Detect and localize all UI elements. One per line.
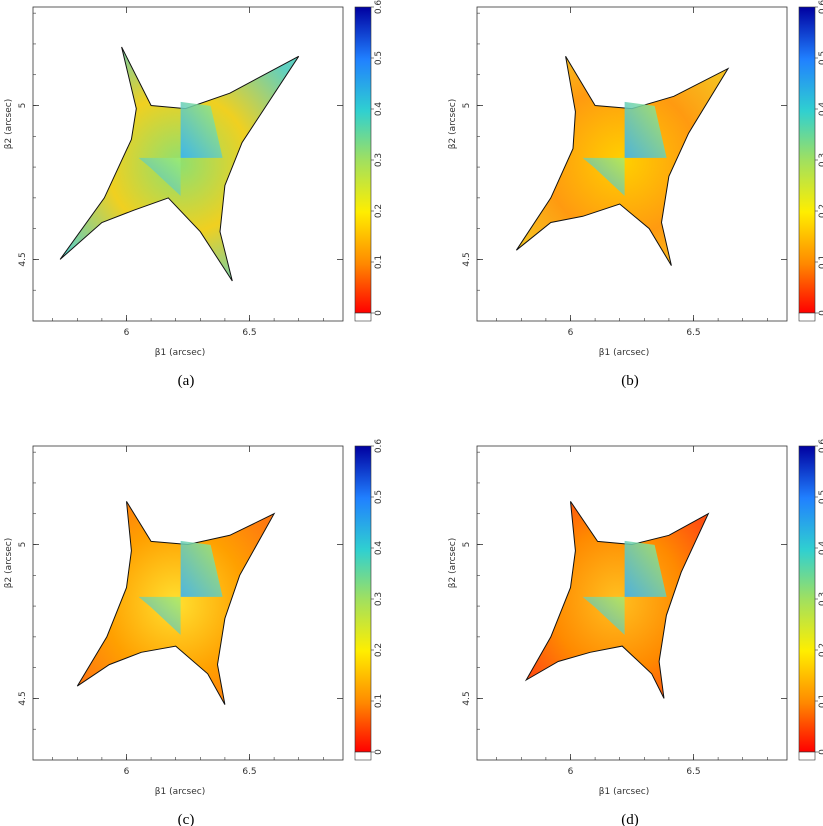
colorbar-tick-label: 0.5 bbox=[818, 490, 823, 504]
quadrant-lower-left bbox=[582, 157, 625, 196]
colorbar-tick-label: 0.2 bbox=[374, 643, 384, 657]
x-axis-label: β1 (arcsec) bbox=[599, 787, 650, 797]
y-axis-label: β2 (arcsec) bbox=[448, 538, 458, 589]
colorbar-tick-label: 0.6 bbox=[374, 0, 384, 14]
x-tick-label: 6 bbox=[124, 328, 130, 338]
x-tick-label: 6.5 bbox=[242, 767, 256, 777]
colorbar-tick-label: 0.2 bbox=[818, 204, 823, 218]
colorbar-tick-label: 0.5 bbox=[374, 490, 384, 504]
x-tick-label: 6 bbox=[568, 328, 574, 338]
colorbar bbox=[354, 6, 372, 314]
colorbar-zero-swatch bbox=[354, 312, 372, 322]
y-tick-label: 4.5 bbox=[462, 252, 472, 266]
quadrant-upper-right bbox=[180, 540, 223, 597]
colorbar-tick-label: 0.3 bbox=[374, 592, 384, 606]
quadrant-upper-right bbox=[624, 540, 667, 597]
colorbar-tick-label: 0 bbox=[818, 749, 823, 755]
colorbar-tick-label: 0.4 bbox=[374, 102, 384, 117]
colorbar-tick-label: 0.6 bbox=[818, 439, 823, 454]
colorbar-zero-swatch bbox=[798, 312, 816, 322]
panel-caption: (a) bbox=[178, 373, 195, 389]
y-axis-label: β2 (arcsec) bbox=[4, 538, 14, 589]
colorbar bbox=[354, 445, 372, 753]
colorbar-tick-label: 0.1 bbox=[374, 255, 384, 269]
y-tick-label: 5 bbox=[462, 542, 472, 548]
panel-caption: (d) bbox=[621, 812, 639, 826]
y-axis-label: β2 (arcsec) bbox=[448, 99, 458, 150]
x-tick-label: 6 bbox=[568, 767, 574, 777]
colorbar-tick-label: 0.5 bbox=[374, 51, 384, 65]
colorbar-tick-label: 0.2 bbox=[818, 643, 823, 657]
panel-d: 6 6.5 4.5 5 β1 (arcsec) β2 (arcsec) 0 0.1 0.2 0.3… bbox=[448, 439, 823, 826]
y-tick-label: 5 bbox=[462, 103, 472, 109]
quadrant-lower-left bbox=[582, 596, 625, 635]
x-tick-label: 6.5 bbox=[242, 328, 256, 338]
colorbar-tick-label: 0.1 bbox=[818, 255, 823, 269]
quadrant-lower-left bbox=[138, 157, 181, 196]
x-axis-label: β1 (arcsec) bbox=[155, 787, 206, 797]
panel-b: 6 6.5 4.5 5 β1 (arcsec) β2 (arcsec) 0 0.1 0.2 0.3… bbox=[448, 0, 823, 389]
x-tick-label: 6 bbox=[124, 767, 130, 777]
colorbar-tick-label: 0.6 bbox=[818, 0, 823, 14]
quadrant-upper-right bbox=[624, 101, 667, 158]
colorbar-tick-label: 0.4 bbox=[374, 541, 384, 556]
x-axis-label: β1 (arcsec) bbox=[155, 348, 206, 358]
colorbar-zero-swatch bbox=[354, 751, 372, 761]
colorbar-tick-label: 0.1 bbox=[374, 694, 384, 708]
panel-a: 6 6.5 4.5 5 β1 (arcsec) β2 (arcsec) 0 0.1 0.2 0.3… bbox=[4, 0, 384, 389]
colorbar-tick-label: 0 bbox=[374, 310, 384, 316]
colorbar-tick-label: 0 bbox=[818, 310, 823, 316]
colorbar-tick-label: 0.3 bbox=[818, 592, 823, 606]
y-axis-label: β2 (arcsec) bbox=[4, 99, 14, 150]
quadrant-upper-right bbox=[180, 101, 223, 158]
y-tick-label: 4.5 bbox=[18, 252, 28, 266]
quadrant-lower-left bbox=[138, 596, 181, 635]
colorbar-tick-label: 0.4 bbox=[818, 102, 823, 117]
y-tick-label: 4.5 bbox=[18, 691, 28, 705]
colorbar-tick-label: 0.6 bbox=[374, 439, 384, 454]
panel-caption: (c) bbox=[178, 812, 195, 826]
colorbar-tick-label: 0.5 bbox=[818, 51, 823, 65]
colorbar-tick-label: 0.3 bbox=[374, 153, 384, 167]
colorbar bbox=[798, 445, 816, 753]
y-tick-label: 5 bbox=[18, 103, 28, 109]
x-axis-label: β1 (arcsec) bbox=[599, 348, 650, 358]
y-tick-label: 5 bbox=[18, 542, 28, 548]
colorbar-tick-label: 0.3 bbox=[818, 153, 823, 167]
colorbar-tick-label: 0.2 bbox=[374, 204, 384, 218]
x-tick-label: 6.5 bbox=[686, 767, 700, 777]
panel-c: 6 6.5 4.5 5 β1 (arcsec) β2 (arcsec) 0 0.1 0.2 0.3… bbox=[4, 439, 384, 826]
colorbar-tick-label: 0.4 bbox=[818, 541, 823, 556]
colorbar bbox=[798, 6, 816, 314]
colorbar-tick-label: 0.1 bbox=[818, 694, 823, 708]
y-tick-label: 4.5 bbox=[462, 691, 472, 705]
colorbar-tick-label: 0 bbox=[374, 749, 384, 755]
x-tick-label: 6.5 bbox=[686, 328, 700, 338]
panel-caption: (b) bbox=[621, 373, 639, 389]
colorbar-zero-swatch bbox=[798, 751, 816, 761]
